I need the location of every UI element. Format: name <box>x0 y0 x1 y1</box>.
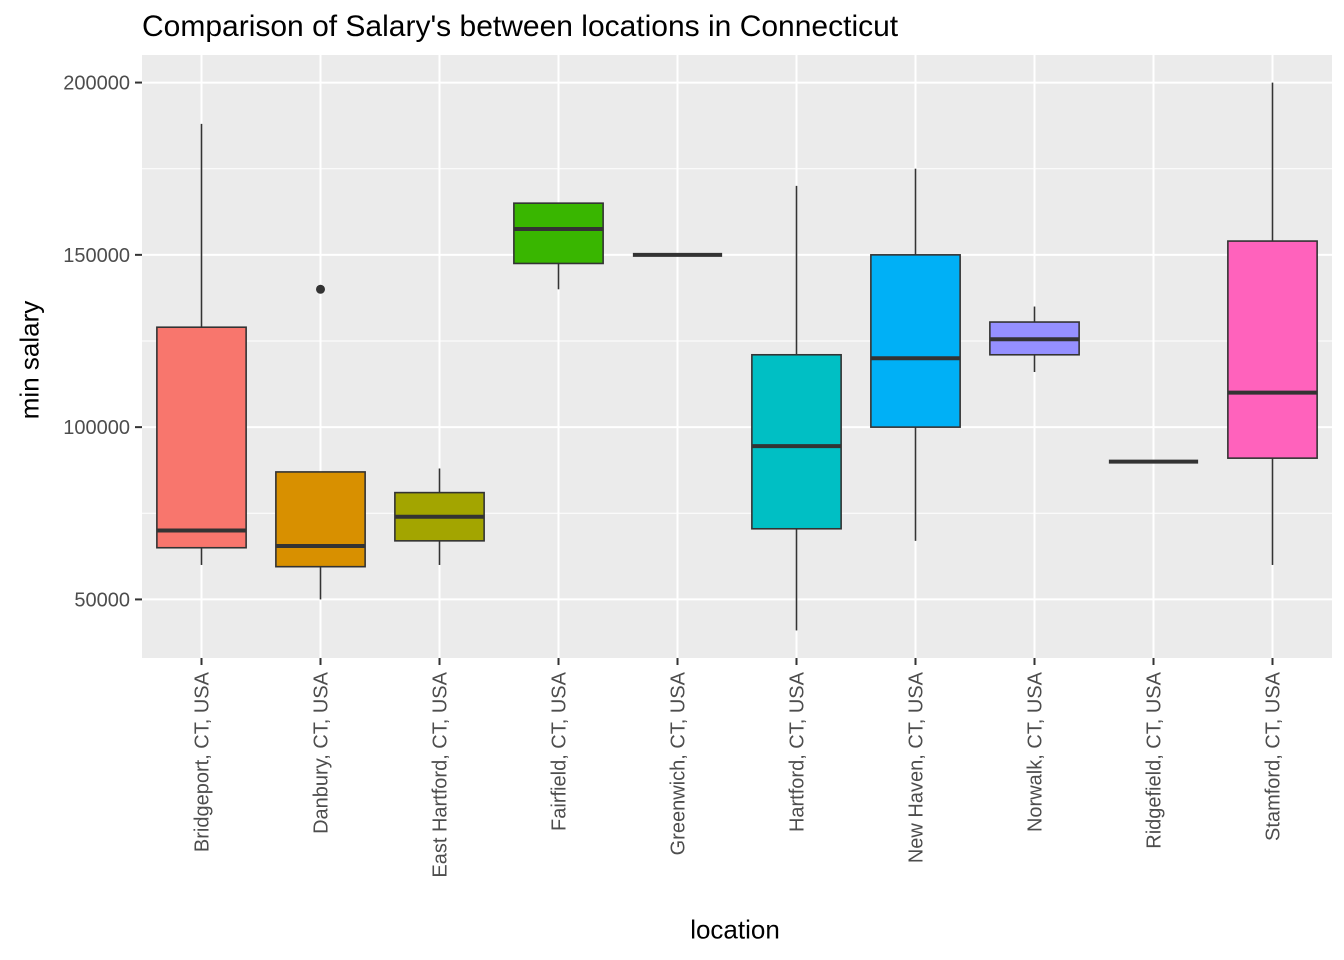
x-axis-label: location <box>690 914 780 945</box>
x-tick-label: Ridgefield, CT, USA <box>1144 671 1166 848</box>
x-tick-label: Danbury, CT, USA <box>311 671 333 834</box>
x-tick-label: Stamford, CT, USA <box>1263 671 1285 841</box>
box-body <box>751 353 842 530</box>
box-body <box>870 254 961 428</box>
box-body <box>1227 240 1318 459</box>
box-group <box>275 284 366 600</box>
chart-title: Comparison of Salary's between locations… <box>142 10 899 43</box>
y-tick-label: 200000 <box>63 73 130 95</box>
x-tick-label: New Haven, CT, USA <box>906 671 928 863</box>
box-body <box>156 326 247 549</box>
x-tick-label: Hartford, CT, USA <box>787 671 809 832</box>
box-group <box>513 202 604 290</box>
x-axis: Bridgeport, CT, USA Danbury, CT, USA East … <box>192 658 1285 878</box>
box-group <box>156 123 247 565</box>
box-group <box>989 306 1080 373</box>
outlier-point <box>316 284 325 294</box>
box-group <box>1227 82 1318 565</box>
y-axis: 50000 100000 150000 200000 <box>63 73 142 611</box>
y-tick-label: 50000 <box>74 589 130 611</box>
box-group <box>870 168 961 541</box>
y-tick-label: 150000 <box>63 245 130 267</box>
x-tick-label: Greenwich, CT, USA <box>668 671 690 855</box>
boxes <box>156 82 1318 631</box>
x-tick-label: East Hartford, CT, USA <box>430 671 452 877</box>
x-tick-label: Bridgeport, CT, USA <box>192 671 214 852</box>
y-tick-label: 100000 <box>63 417 130 439</box>
x-tick-label: Fairfield, CT, USA <box>549 671 571 831</box>
box-body <box>275 471 366 568</box>
box-group <box>751 185 842 631</box>
box-body <box>513 202 604 265</box>
x-tick-label: Norwalk, CT, USA <box>1025 671 1047 832</box>
box-group <box>394 468 485 565</box>
